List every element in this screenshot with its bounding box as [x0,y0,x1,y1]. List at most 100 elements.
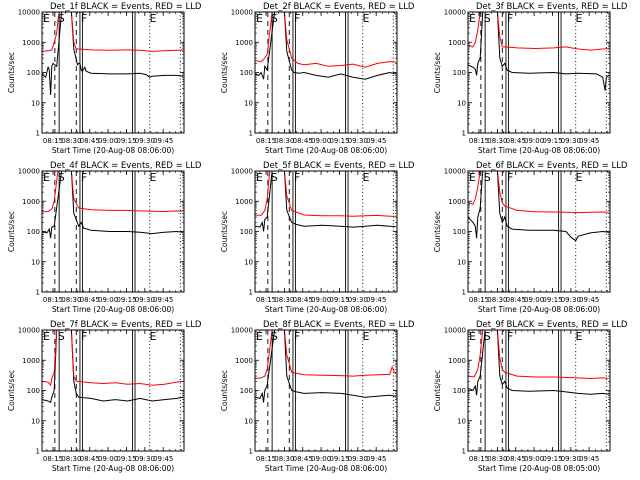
x-tick-label: 08:45 [293,455,313,463]
series-events [255,12,396,80]
interval-flag: E [576,330,583,343]
interval-flag: F [81,171,87,184]
x-axis-label: Start Time (20-Aug-08 08:06:00) [265,305,387,314]
x-tick-label: 08:30 [487,455,507,463]
y-tick-label: 1000 [235,39,253,47]
y-tick-label: 1000 [22,198,40,206]
y-tick-label: 10000 [18,168,40,176]
interval-flag: E [576,171,583,184]
x-axis-label: Start Time (20-Aug-08 08:06:00) [52,146,174,155]
x-tick-label: 09:30 [561,296,581,304]
x-tick-label: 08:45 [506,296,526,304]
x-tick-label: 09:45 [366,137,386,145]
x-tick-label: 08:30 [487,137,507,145]
series-events [255,171,396,232]
y-tick-label: 100 [453,69,466,77]
panel-title: Det_6f BLACK = Events, RED = LLD [476,161,628,171]
y-tick-label: 100 [27,228,40,236]
panel-title: Det_4f BLACK = Events, RED = LLD [50,161,202,171]
y-tick-label: 100 [27,69,40,77]
x-tick-label: 08:45 [80,137,100,145]
x-axis-label: Start Time (20-Aug-08 08:06:00) [52,305,174,314]
interval-flag: E [363,12,370,25]
y-tick-label: 1000 [235,198,253,206]
y-tick-label: 1000 [235,357,253,365]
x-axis-label: Start Time (20-Aug-08 08:06:00) [265,464,387,473]
y-tick-label: 1000 [448,198,466,206]
y-tick-label: 10000 [444,327,466,335]
interval-flag: S [58,12,65,25]
x-tick-label: 08:30 [61,296,81,304]
y-tick-label: 1000 [448,39,466,47]
y-tick-label: 1000 [448,357,466,365]
series-events [468,171,609,242]
plot-frame [254,329,398,452]
series-events [42,12,183,96]
y-tick-label: 1 [36,130,40,138]
x-tick-label: 08:15 [469,455,489,463]
interval-flag: F [81,12,87,25]
y-axis-label: Counts/sec [220,211,229,252]
x-tick-label: 09:45 [579,137,599,145]
x-tick-label: 09:15 [542,296,562,304]
interval-flag: E [150,12,157,25]
series-lld [42,12,183,52]
y-tick-label: 1000 [22,39,40,47]
x-tick-label: 08:30 [61,455,81,463]
y-tick-label: 1 [36,289,40,297]
x-tick-label: 09:00 [524,455,544,463]
interval-flag: E [363,171,370,184]
x-tick-label: 09:30 [348,296,368,304]
series-lld [255,171,396,217]
x-tick-label: 09:30 [135,137,155,145]
panel-title: Det_1f BLACK = Events, RED = LLD [50,2,202,12]
y-axis-label: Counts/sec [433,211,442,252]
panel-title: Det_5f BLACK = Events, RED = LLD [263,161,415,171]
interval-flag: S [271,330,278,343]
x-tick-label: 08:30 [274,137,294,145]
x-tick-label: 09:15 [542,137,562,145]
series-events [468,12,610,91]
x-axis-label: Start Time (20-Aug-08 08:06:00) [478,305,600,314]
y-tick-label: 10 [244,417,253,425]
interval-flag: E [469,330,476,343]
interval-flag: F [294,12,300,25]
y-tick-label: 100 [453,387,466,395]
x-tick-label: 09:45 [579,296,599,304]
panel-title: Det_8f BLACK = Events, RED = LLD [263,320,415,330]
interval-flag: S [58,171,65,184]
interval-flag: F [507,330,513,343]
y-tick-label: 10 [244,258,253,266]
y-axis-label: Counts/sec [433,52,442,93]
x-tick-label: 09:30 [561,455,581,463]
x-tick-label: 09:15 [116,455,136,463]
interval-flag: S [271,12,278,25]
interval-flag: E [256,12,263,25]
y-tick-label: 100 [240,387,253,395]
x-tick-label: 09:15 [116,296,136,304]
interval-flag: F [294,330,300,343]
x-tick-label: 09:15 [329,455,349,463]
x-tick-label: 09:00 [98,455,118,463]
x-tick-label: 09:00 [311,296,331,304]
panel-title: Det_9f BLACK = Events, RED = LLD [476,320,628,330]
x-tick-label: 09:00 [98,137,118,145]
interval-flag: F [507,171,513,184]
interval-flag: E [576,12,583,25]
x-axis-label: Start Time (20-Aug-08 08:06:00) [52,464,174,473]
x-tick-label: 08:30 [274,455,294,463]
interval-flag: F [294,171,300,184]
x-tick-label: 09:30 [348,137,368,145]
interval-flag: S [484,330,491,343]
interval-flag: E [43,171,50,184]
x-tick-label: 08:15 [469,296,489,304]
x-tick-label: 08:30 [487,296,507,304]
y-tick-label: 10000 [231,168,253,176]
